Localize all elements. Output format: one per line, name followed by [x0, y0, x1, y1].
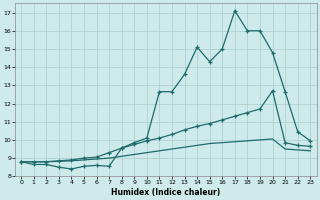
X-axis label: Humidex (Indice chaleur): Humidex (Indice chaleur) — [111, 188, 220, 197]
